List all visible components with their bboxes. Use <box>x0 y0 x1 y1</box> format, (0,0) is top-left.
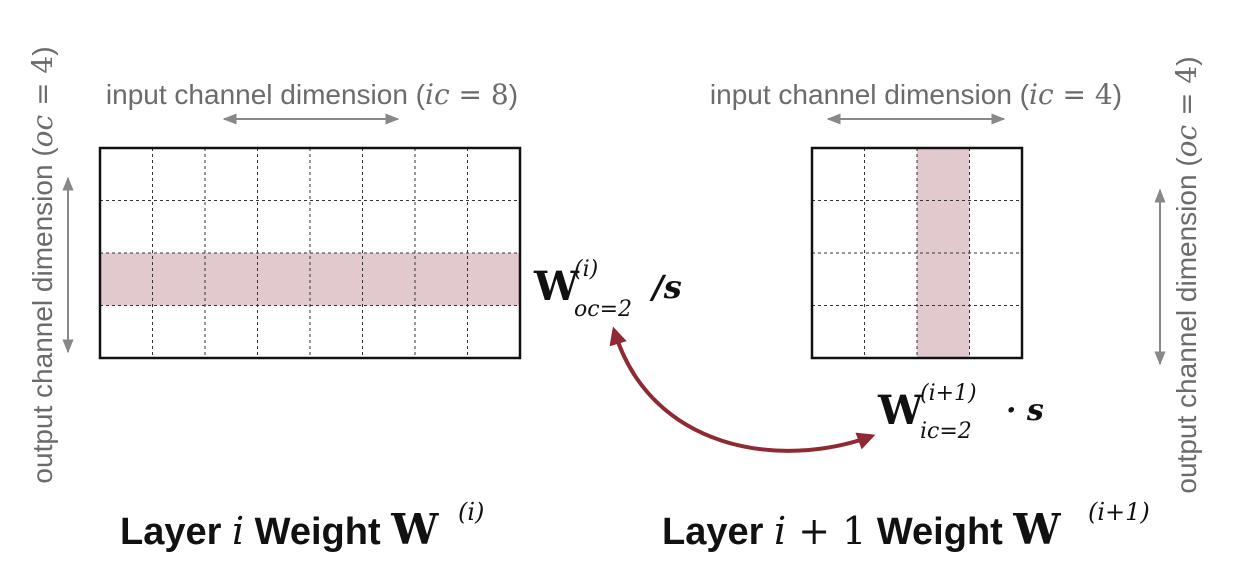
left-oc-label: output channel dimension (oc = 4) <box>26 46 59 483</box>
right-col-weight-op: · s <box>1006 393 1044 428</box>
right-matrix-border <box>810 146 1024 360</box>
left-weight-matrix <box>98 146 522 360</box>
left-matrix-border <box>98 146 522 360</box>
scale-transfer-arrow <box>609 326 876 453</box>
right-col-weight-label: W <box>877 387 924 434</box>
left-matrix-highlight-row <box>100 253 520 306</box>
left-row-weight-op: /s <box>649 268 682 306</box>
left-caption: Layer i Weight W <box>120 505 439 554</box>
right-oc-label: output channel dimension (oc = 4) <box>1170 56 1203 493</box>
left-ic-label: input channel dimension (ic = 8) <box>106 78 518 111</box>
left-caption-sup: (i) <box>458 498 484 526</box>
right-matrix-highlight-column <box>917 148 970 358</box>
right-weight-matrix <box>810 146 1024 360</box>
right-col-weight-sup: (i+1) <box>920 381 977 406</box>
right-caption: Layer i + 1 Weight W <box>662 505 1061 554</box>
left-row-weight-label: W <box>533 263 580 310</box>
right-caption-sup: (i+1) <box>1088 498 1150 526</box>
left-row-weight-sup: (i) <box>574 257 598 282</box>
right-col-weight-sub: ic=2 <box>920 419 972 444</box>
right-ic-label: input channel dimension (ic = 4) <box>710 78 1122 111</box>
left-row-weight-sub: oc=2 <box>574 297 632 322</box>
